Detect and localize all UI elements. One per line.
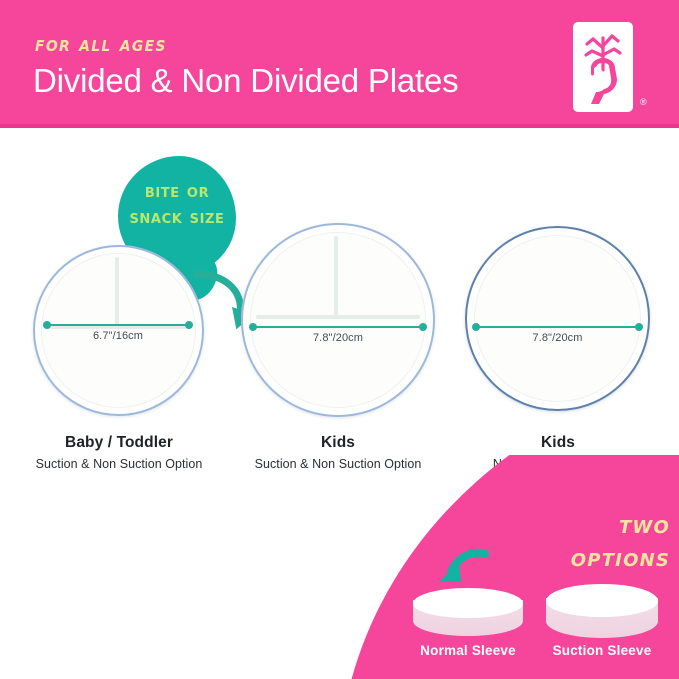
plate-image-2 (241, 223, 435, 417)
plate-divider-vertical-1 (115, 257, 119, 327)
plate-image-1 (33, 245, 204, 416)
plate-title-1: Baby / Toddler (65, 434, 173, 451)
suction-sleeve-icon (546, 584, 658, 638)
header-eyebrow: For All Ages (35, 32, 167, 56)
options-heading-line-1: Two (618, 510, 670, 539)
options-heading-line-2: Options (570, 543, 670, 572)
plate-divider-horizontal-2 (256, 315, 420, 319)
callout-line-1: Bite or (144, 180, 210, 202)
plate-measure-line-1 (43, 320, 193, 330)
plate-measure-label-2: 7.8"/20cm (312, 332, 364, 344)
plate-divider-vertical-2 (334, 236, 338, 316)
plate-subtitle-1: Suction & Non Suction Option (35, 457, 203, 471)
normal-sleeve-label: Normal Sleeve (420, 643, 516, 658)
plate-measure-label-3: 7.8"/20cm (532, 332, 583, 344)
normal-sleeve-icon (413, 588, 523, 636)
callout-bubble-text: Bite or Snack Size (118, 178, 236, 230)
plate-measure-label-1: 6.7"/16cm (92, 330, 144, 342)
plate-inner-2 (250, 232, 426, 408)
page-title: Divided & Non Divided Plates (33, 62, 459, 99)
callout-line-2: Snack Size (129, 206, 225, 228)
plate-measure-line-3 (472, 322, 643, 332)
brand-logo (573, 22, 633, 112)
plate-subtitle-2: Suction & Non Suction Option (254, 457, 422, 471)
registered-trademark-mark: ® (640, 97, 647, 107)
options-heading: Two Options (430, 508, 670, 574)
deer-head-logo-icon (584, 34, 622, 104)
header-bottom-rule (0, 124, 679, 128)
suction-sleeve-label: Suction Sleeve (552, 643, 652, 658)
header-banner: For All Ages Divided & Non Divided Plate… (0, 0, 679, 128)
plate-caption-1: Baby / Toddler Suction & Non Suction Opt… (8, 434, 230, 471)
options-panel (0, 455, 679, 679)
plate-divider-horizontal-1 (47, 325, 190, 329)
plate-measure-line-2 (249, 322, 427, 332)
curved-arrow-left-icon (439, 548, 489, 582)
plate-caption-2: Kids Suction & Non Suction Option (227, 434, 449, 471)
plate-title-3: Kids (541, 434, 575, 451)
plate-inner-3 (474, 235, 641, 402)
plate-title-2: Kids (321, 434, 355, 451)
plate-image-3 (465, 226, 650, 411)
